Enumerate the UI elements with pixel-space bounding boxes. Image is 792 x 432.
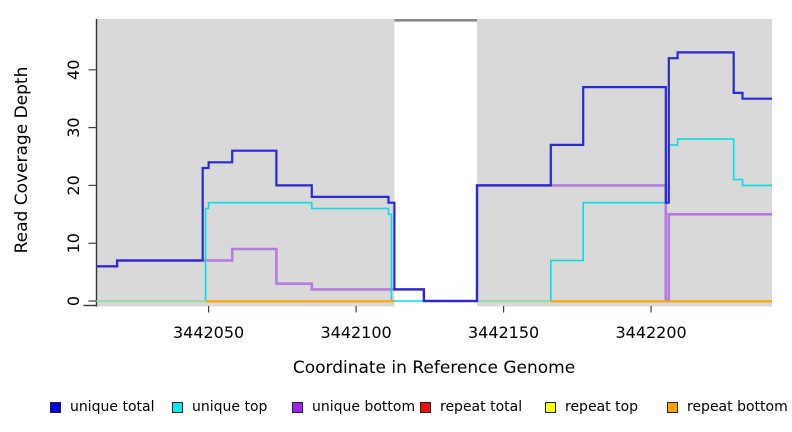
- legend-swatch: [172, 402, 183, 413]
- repeat-region-shading: [96, 19, 395, 307]
- x-tick-label: 3442050: [173, 323, 244, 342]
- legend-label: unique total: [70, 399, 155, 415]
- legend-swatch: [292, 402, 303, 413]
- legend-label: unique top: [192, 399, 268, 415]
- y-tick-label: 0: [64, 296, 83, 306]
- legend-item-unique-top: unique top: [172, 400, 267, 415]
- series-line-unique-top: [96, 138, 772, 302]
- legend-swatch: [545, 402, 556, 413]
- legend-label: repeat bottom: [687, 399, 788, 415]
- legend-swatch: [420, 402, 431, 413]
- y-axis-title: Read Coverage Depth: [12, 66, 32, 254]
- y-tick-label: 20: [64, 175, 83, 195]
- legend-label: repeat top: [565, 399, 639, 415]
- y-tick-label: 10: [64, 233, 83, 253]
- y-tick-label: 40: [64, 60, 83, 80]
- x-tick-label: 3442100: [320, 323, 391, 342]
- repeat-region-shading: [477, 19, 772, 307]
- legend-swatch: [50, 402, 61, 413]
- x-tick-label: 3442150: [468, 323, 539, 342]
- legend-swatch: [667, 402, 678, 413]
- y-tick-label: 30: [64, 117, 83, 137]
- x-axis-title: Coordinate in Reference Genome: [292, 358, 576, 378]
- legend-label: repeat total: [440, 399, 523, 415]
- legend-item-unique-bottom: unique bottom: [292, 400, 415, 415]
- legend-label: unique bottom: [312, 399, 416, 415]
- legend-item-repeat-total: repeat total: [420, 400, 522, 415]
- legend-item-repeat-top: repeat top: [545, 400, 638, 415]
- legend-item-unique-total: unique total: [50, 400, 154, 415]
- series-line-unique-total: [96, 51, 772, 303]
- x-tick-label: 3442200: [615, 323, 686, 342]
- legend-item-repeat-bottom: repeat bottom: [667, 400, 788, 415]
